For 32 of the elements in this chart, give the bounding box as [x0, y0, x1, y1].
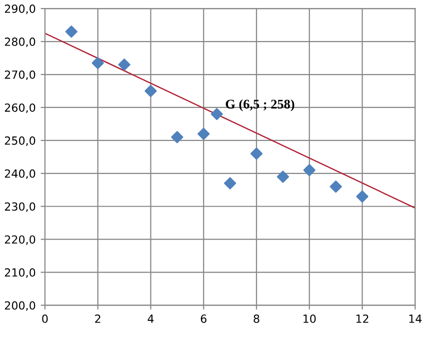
point: [144, 84, 157, 98]
y-tick-label: 250,0: [4, 136, 36, 146]
y-tick-label: 270,0: [4, 70, 36, 80]
y-tick-label: 240,0: [4, 169, 36, 179]
point: [224, 177, 236, 190]
x-tick-label: 12: [356, 314, 368, 323]
x-tick-label: 2: [95, 314, 100, 323]
point: [356, 190, 368, 203]
point: [250, 148, 263, 160]
y-tick-label: 210,0: [4, 268, 36, 278]
y-tick-label: 290,0: [4, 4, 36, 14]
point: [276, 170, 290, 183]
y-tick-label: 280,0: [4, 38, 36, 48]
y-tick-label: 260,0: [4, 103, 36, 113]
y-tick-label: 230,0: [4, 202, 36, 212]
point: [198, 128, 210, 140]
point: [303, 164, 316, 176]
point: [65, 26, 78, 38]
x-tick-label: 6: [200, 314, 206, 323]
x-tick-label: 8: [254, 314, 260, 323]
y-tick-label: 200,0: [4, 301, 36, 311]
x-tick-label: 14: [409, 314, 422, 323]
x-tick-label: 4: [148, 314, 154, 323]
annotation: G (6,5 ; 258): [226, 99, 294, 112]
point: [92, 56, 104, 70]
y-tick-label: 220,0: [4, 235, 36, 245]
point: [330, 180, 342, 193]
point: [210, 108, 223, 120]
point: [118, 58, 130, 71]
x-tick-label: 0: [42, 314, 48, 323]
point: [171, 131, 184, 144]
x-tick-label: 10: [304, 314, 316, 323]
